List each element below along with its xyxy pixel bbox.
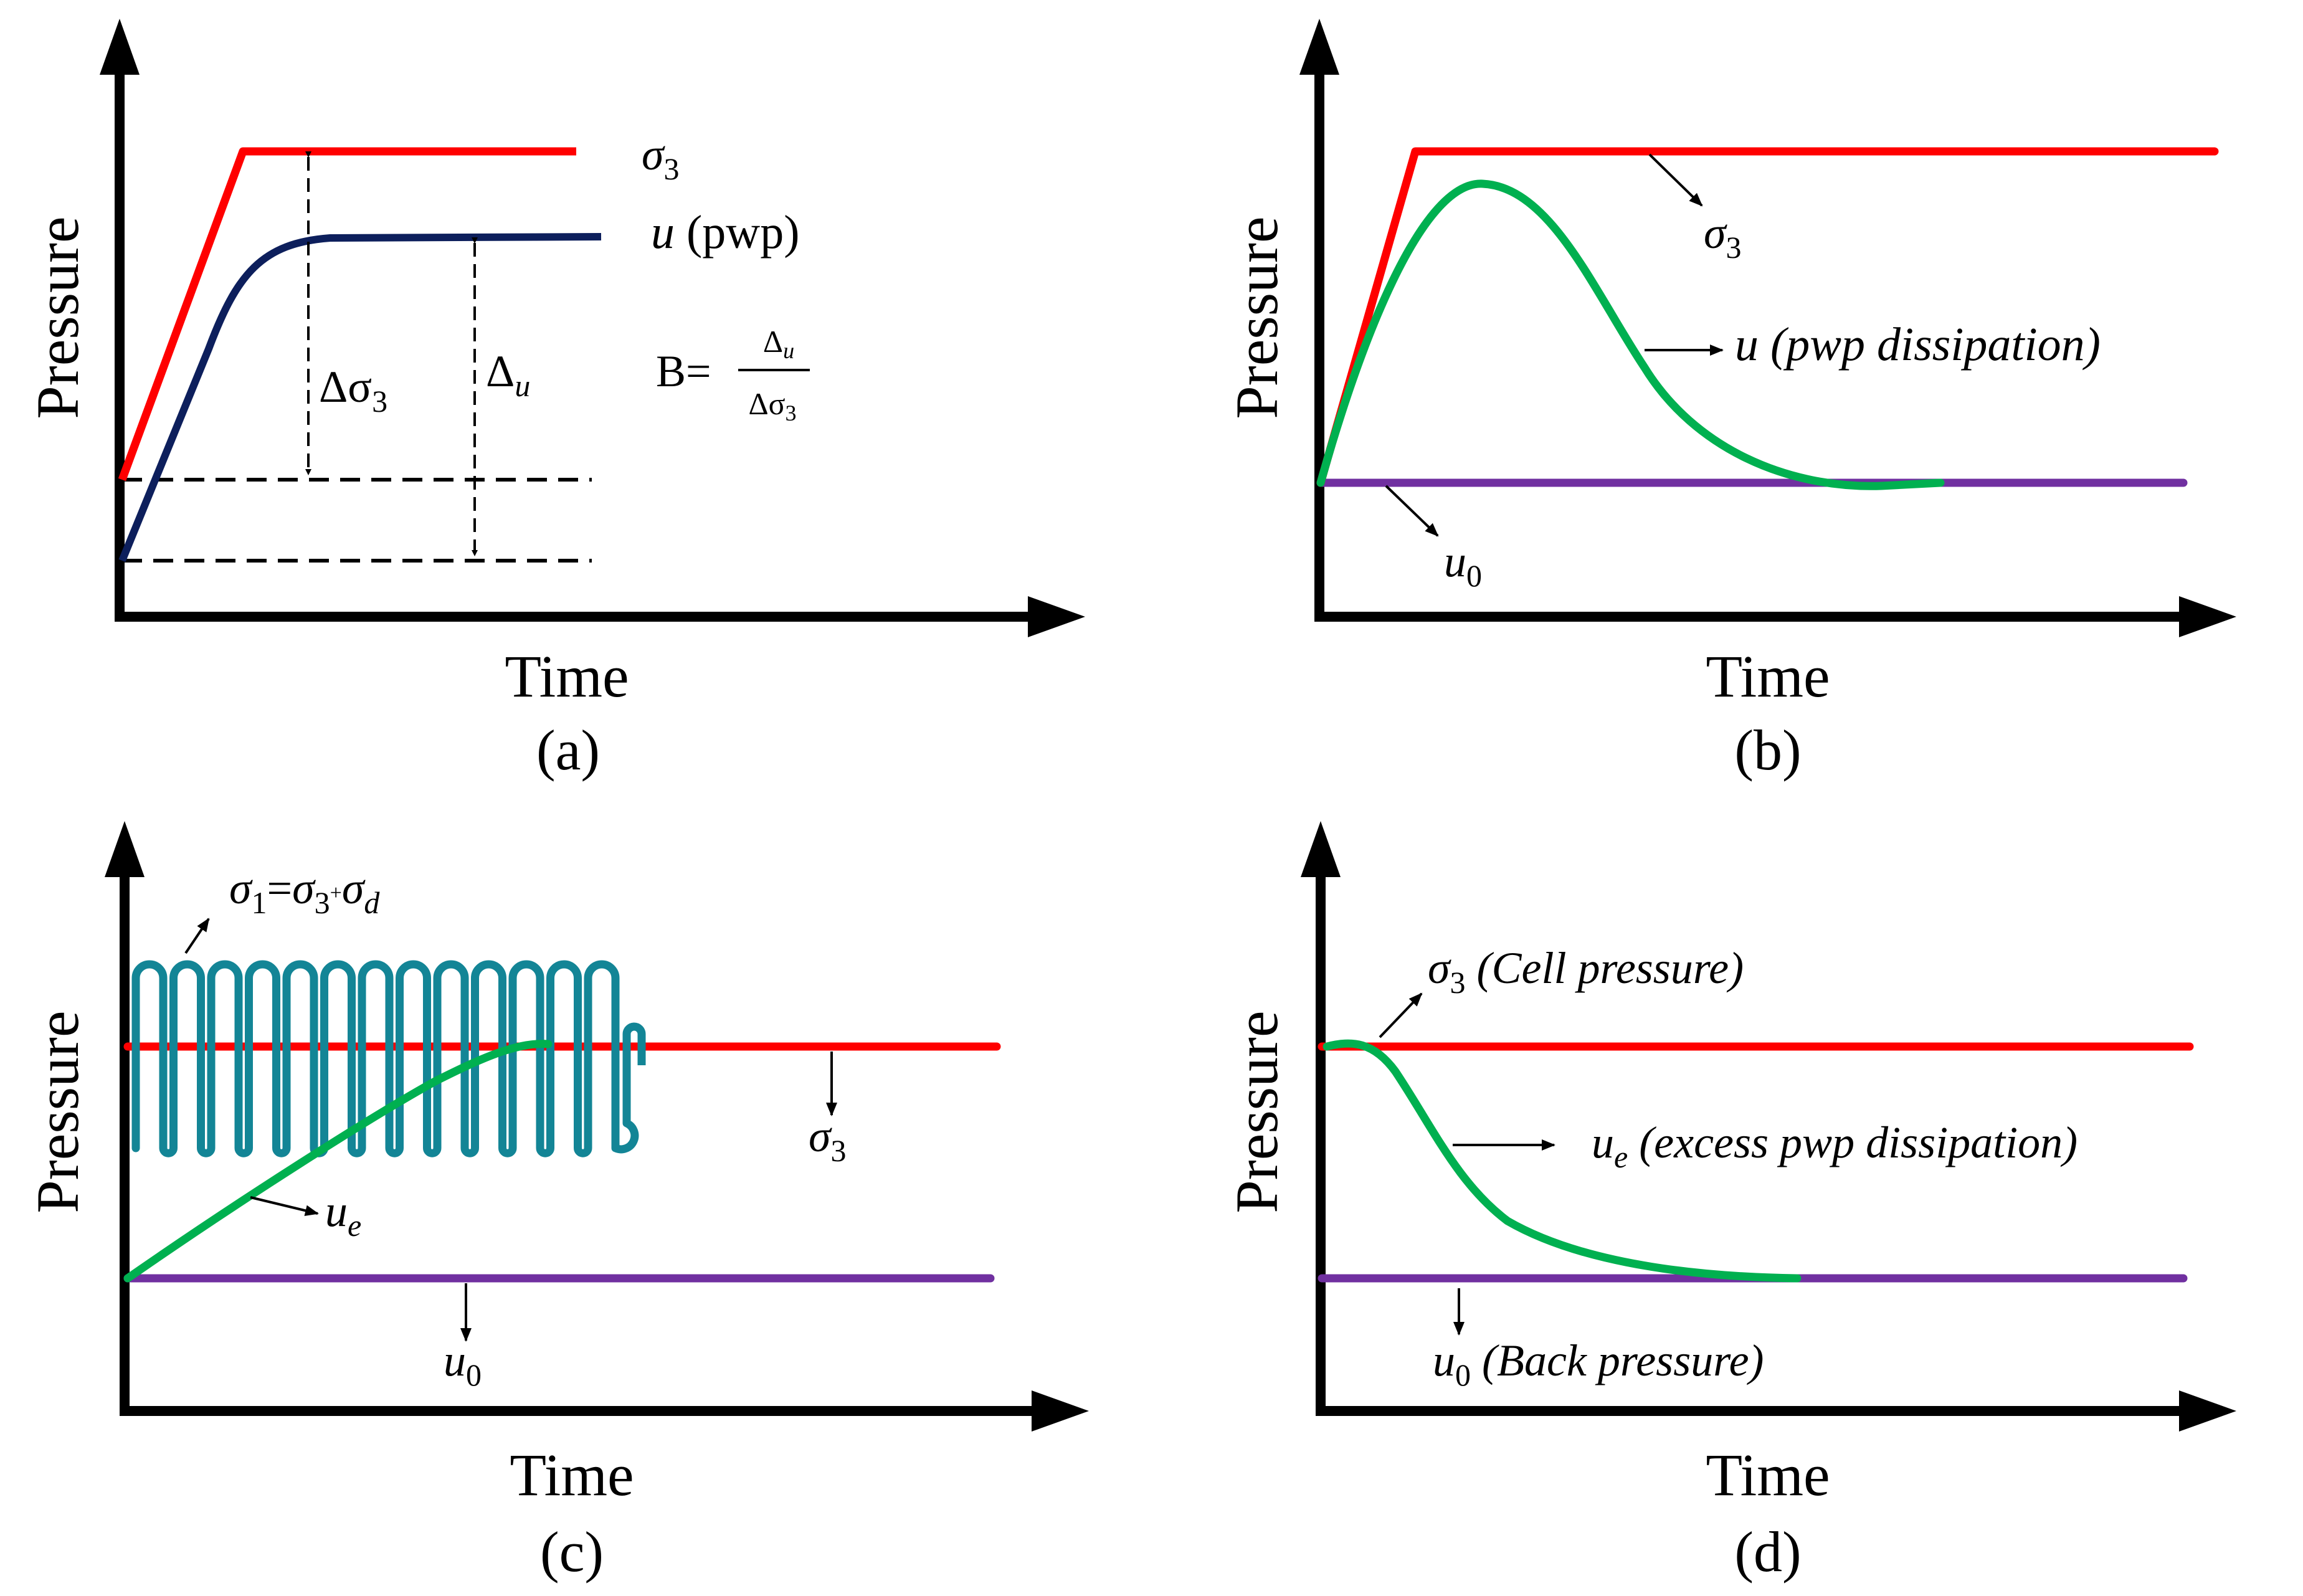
delta-sigma3-label: Δσ3 [319,362,387,419]
sigma3-pointer [1648,153,1703,207]
ue-dissipation-curve [1322,1039,1802,1283]
b-coefficient-formula: B= Δu Δσ3 [656,324,810,425]
pwp-label: u (pwp) [651,206,800,259]
pwp-dissipation-label: u (pwp dissipation) [1735,318,2101,371]
y-axis [105,821,145,1411]
ue-curve [123,1040,553,1283]
panel-d: Pressure Time (d) σ3 (Cell pressure) ue … [1223,821,2236,1584]
x-axis-label: Time [505,643,629,710]
delta-u-label: Δu [486,346,530,403]
u0-back-pressure-label: u0 (Back pressure) [1433,1336,1764,1392]
panel-caption: (b) [1734,718,1801,782]
ue-pointer [250,1196,319,1217]
panel-b: Pressure Time (b) σ3 u (pwp dissipation)… [1223,19,2236,782]
svg-text:Δu: Δu [763,324,794,363]
sigma3-pointer [1379,992,1423,1038]
sigma1-cyclic-load [131,960,646,1157]
pwp-dissipation-curve [1316,179,1945,490]
svg-text:Δσ3: Δσ3 [748,386,796,425]
u0-pointer [1385,485,1439,537]
x-axis-label: Time [510,1442,634,1508]
panel-caption: (d) [1734,1520,1801,1584]
panel-a: Pressure Time (a) σ3 u (pwp) Δσ3 Δu B= Δ… [24,19,1085,782]
y-axis-label: Pressure [24,216,91,419]
y-axis-label: Pressure [1223,1010,1290,1213]
sigma3-cell-pressure-label: σ3 (Cell pressure) [1428,943,1744,1000]
x-axis [115,596,1085,637]
x-axis [1316,1390,2236,1432]
sigma3-line [118,147,576,482]
y-axis [1301,821,1341,1411]
u0-label: u0 [1444,536,1482,593]
sigma3-label: σ3 [1704,208,1742,265]
sigma1-equation-label: σ1=σ3+σd [229,863,380,920]
svg-text:B=: B= [656,346,711,396]
sigma1-pointer [184,918,210,954]
x-axis-label: Time [1706,1442,1830,1508]
u0-label: u0 [444,1336,482,1392]
y-axis-label: Pressure [1223,216,1290,419]
pwp-curve [118,233,602,563]
panel-c: Pressure Time (c) σ1=σ3+σd σ3 ue u0 [24,821,1089,1584]
sigma3-line [1316,147,2219,487]
y-axis-label: Pressure [24,1010,91,1213]
y-axis [1299,19,1339,617]
panel-caption: (a) [536,718,600,782]
panel-caption: (c) [540,1520,604,1584]
y-axis [100,19,140,617]
x-axis-label: Time [1706,643,1830,710]
x-axis [1314,596,2236,637]
x-axis [120,1390,1089,1432]
sigma3-label: σ3 [642,130,680,186]
ue-excess-pwp-label: ue (excess pwp dissipation) [1592,1118,2077,1174]
sigma3-label: σ3 [809,1111,847,1168]
ue-label: ue [325,1186,361,1243]
